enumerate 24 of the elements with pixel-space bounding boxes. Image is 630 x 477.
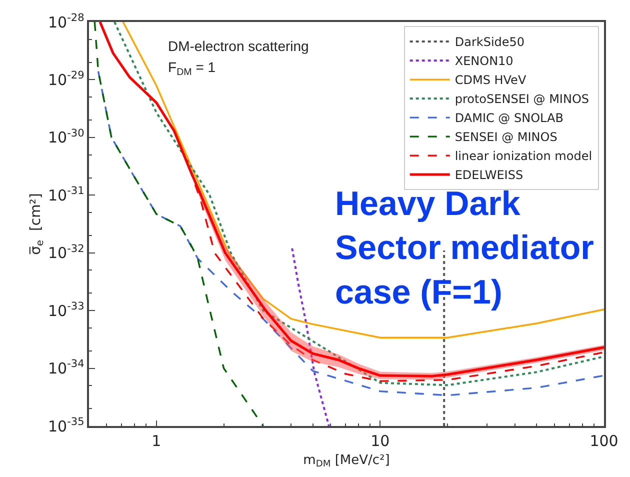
line-series [291, 247, 330, 426]
legend-label: protoSENSEI @ MINOS [454, 92, 590, 106]
legend-label: linear ionization model [454, 149, 592, 164]
y-tick-label: 10$^{-33}$ [48, 300, 84, 320]
annotation: Heavy Dark Sector mediator case (F=1) [335, 185, 594, 312]
x-tick-label: 10 [370, 432, 390, 450]
y-tick-label: 10$^{-28}$ [48, 12, 84, 32]
y-tick-label: 10$^{-34}$ [48, 358, 85, 378]
legend-label: DarkSide50 [454, 35, 525, 50]
legend-label: DAMIC @ SNOLAB [454, 111, 564, 126]
annotation: DM-electron scattering [168, 38, 309, 54]
annotation: F$_{DM}$ = 1 [168, 59, 216, 78]
legend-label: SENSEI @ MINOS [454, 130, 558, 144]
x-tick-label: 1 [152, 432, 162, 450]
x-tick-label: 100 [590, 432, 618, 450]
x-axis-title: m$_{DM}$ [MeV/c²] [303, 452, 390, 470]
y-tick-label: 10$^{-32}$ [48, 242, 84, 262]
y-tick-label: 10$^{-29}$ [48, 70, 84, 89]
y-tick-label: 10$^{-35}$ [48, 416, 84, 436]
y-tick-label: 10$^{-31}$ [48, 185, 84, 204]
legend-label: EDELWEISS [454, 168, 524, 182]
legend-label: CDMS HVeV [454, 73, 527, 88]
legend-label: XENON10 [454, 54, 514, 68]
y-tick-label: 10$^{-30}$ [48, 127, 84, 147]
